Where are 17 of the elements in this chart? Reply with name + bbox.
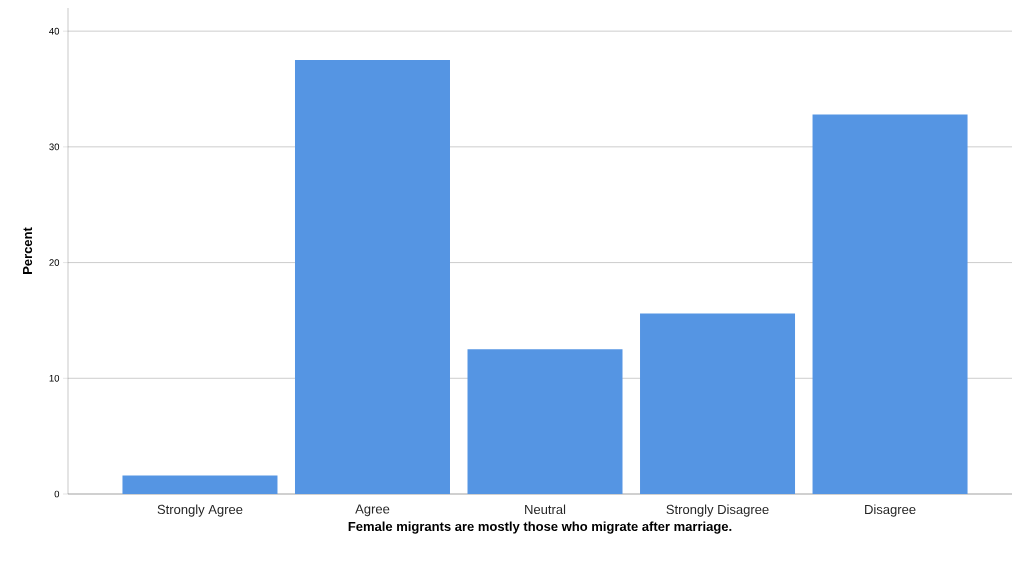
y-tick-label: 30 — [49, 143, 60, 151]
x-tick-label: Strongly Disagree — [666, 504, 769, 517]
x-tick-label: Agree — [355, 504, 390, 517]
y-tick-label: 0 — [54, 490, 60, 498]
bar — [294, 60, 450, 494]
y-tick-label: 40 — [49, 27, 60, 35]
bar — [467, 349, 623, 494]
x-tick-label: Disagree — [865, 504, 916, 517]
bar — [812, 114, 968, 494]
bar — [122, 475, 278, 494]
bar — [640, 313, 796, 494]
y-tick-label: 10 — [49, 374, 60, 382]
y-tick-label: 20 — [49, 259, 60, 266]
x-tick-label: Neutral — [525, 504, 566, 515]
y-axis-title: Percent — [23, 227, 33, 274]
x-axis-title: Female migrants are mostly those who migrate after marriage. — [348, 521, 732, 534]
x-tick-label: Strongly Agree — [157, 504, 243, 517]
